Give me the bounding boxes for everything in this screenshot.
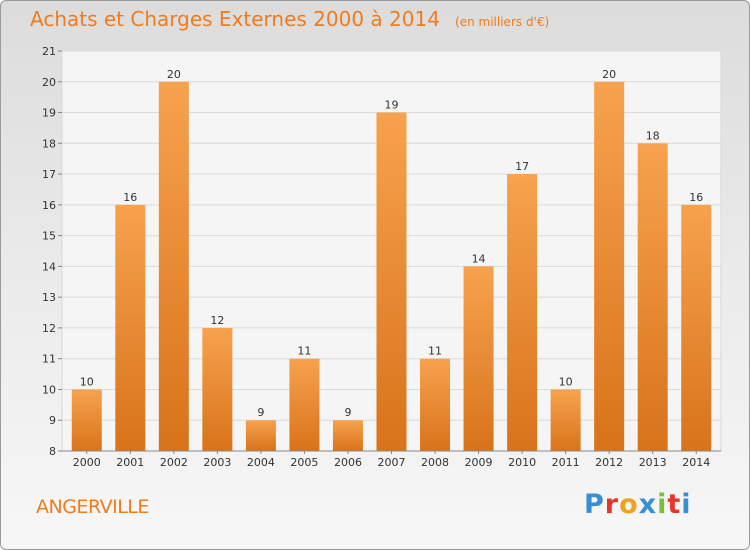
x-tick-label: 2011 xyxy=(552,456,580,469)
bar-value-label: 17 xyxy=(515,160,529,173)
commune-name: ANGERVILLE xyxy=(36,496,149,518)
y-tick-label: 19 xyxy=(42,107,56,120)
y-tick-label: 10 xyxy=(42,383,56,396)
x-tick-label: 2009 xyxy=(465,456,493,469)
chart-title-block: Achats et Charges Externes 2000 à 2014 (… xyxy=(30,7,549,31)
x-tick-label: 2005 xyxy=(290,456,318,469)
bar-value-label: 18 xyxy=(646,129,660,142)
y-tick-label: 17 xyxy=(42,168,56,181)
y-tick-label: 16 xyxy=(42,199,56,212)
x-tick-label: 2012 xyxy=(595,456,623,469)
bar-value-label: 10 xyxy=(559,375,573,388)
bar-2000 xyxy=(71,389,102,451)
bar-2013 xyxy=(637,143,668,452)
bar-value-label: 10 xyxy=(80,375,94,388)
bar-2002 xyxy=(158,81,189,452)
x-tick-label: 2010 xyxy=(508,456,536,469)
y-tick-label: 18 xyxy=(42,137,56,150)
bar-2011 xyxy=(550,389,581,451)
bar-2003 xyxy=(202,327,233,451)
bar-2012 xyxy=(594,81,625,452)
bar-2014 xyxy=(681,204,712,451)
bar-value-label: 9 xyxy=(344,406,351,419)
bar-value-label: 16 xyxy=(123,191,137,204)
chart-title: Achats et Charges Externes 2000 à 2014 xyxy=(30,7,440,31)
bar-value-label: 11 xyxy=(428,345,442,358)
x-tick-label: 2001 xyxy=(116,456,144,469)
y-tick-label: 12 xyxy=(42,322,56,335)
y-tick-label: 14 xyxy=(42,260,56,273)
bar-value-label: 11 xyxy=(297,345,311,358)
x-tick-label: 2000 xyxy=(73,456,101,469)
bar-2009 xyxy=(463,266,494,451)
bar-value-label: 9 xyxy=(257,406,264,419)
bar-value-label: 16 xyxy=(689,191,703,204)
x-tick-label: 2002 xyxy=(160,456,188,469)
x-tick-label: 2008 xyxy=(421,456,449,469)
y-tick-label: 15 xyxy=(42,230,56,243)
bar-2001 xyxy=(115,204,146,451)
proxiti-logo: Proxiti xyxy=(584,489,692,520)
bar-2007 xyxy=(376,112,407,452)
x-tick-label: 2013 xyxy=(639,456,667,469)
x-tick-label: 2006 xyxy=(334,456,362,469)
y-tick-label: 9 xyxy=(49,414,56,427)
bar-value-label: 19 xyxy=(385,99,399,112)
bar-value-label: 20 xyxy=(167,68,181,81)
bars: 10 16 20 12 9 11 9 19 11 14 17 10 20 18 16 xyxy=(71,68,712,452)
y-axis: 8 9 10 11 12 13 14 15 16 17 18 19 20 21 xyxy=(42,45,62,458)
x-tick-label: 2014 xyxy=(682,456,710,469)
chart-unit: (en milliers d'€) xyxy=(455,15,550,29)
x-tick-label: 2003 xyxy=(203,456,231,469)
bar-2006 xyxy=(332,420,363,451)
y-tick-label: 8 xyxy=(49,445,56,458)
bar-2008 xyxy=(420,358,451,451)
bar-value-label: 12 xyxy=(210,314,224,327)
bar-value-label: 14 xyxy=(472,252,486,265)
x-tick-label: 2004 xyxy=(247,456,275,469)
x-tick-label: 2007 xyxy=(378,456,406,469)
bar-2005 xyxy=(289,358,320,451)
bar-value-label: 20 xyxy=(602,68,616,81)
y-tick-label: 13 xyxy=(42,291,56,304)
y-tick-label: 20 xyxy=(42,76,56,89)
y-tick-label: 11 xyxy=(42,353,56,366)
bar-2010 xyxy=(507,174,538,452)
x-axis: 2000 2001 2002 2003 2004 2005 2006 2007 2008 2009… xyxy=(73,451,710,469)
y-tick-label: 21 xyxy=(42,45,56,58)
bar-2004 xyxy=(245,420,276,451)
